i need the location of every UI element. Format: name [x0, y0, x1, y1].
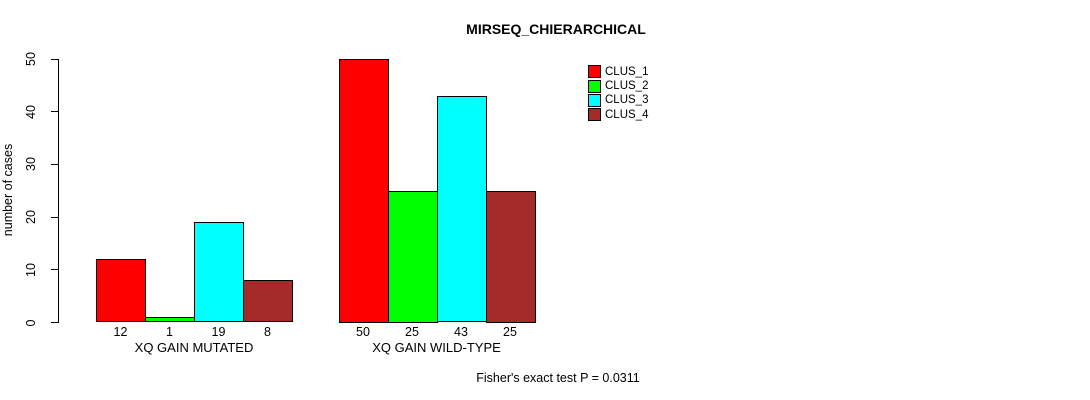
y-tick-30	[51, 163, 58, 165]
y-tick-label-50: 50	[24, 52, 38, 66]
bar-value-clus-4-xq-gain-mutated: 8	[264, 324, 271, 339]
bar-clus-4-xq-gain-mutated	[243, 280, 293, 323]
legend-swatch-clus-2	[588, 79, 601, 93]
bar-value-clus-2-xq-gain-wild-type: 25	[405, 324, 419, 339]
legend-swatch-clus-1	[588, 65, 601, 79]
bar-clus-3-xq-gain-mutated	[194, 222, 244, 323]
bar-clus-3-xq-gain-wild-type	[436, 95, 487, 323]
y-tick-10	[51, 269, 58, 271]
chart-title: MIRSEQ_CHIERARCHICAL	[466, 21, 646, 37]
bar-clus-1-xq-gain-mutated	[96, 259, 146, 323]
annotation-text: Fisher's exact test P = 0.0311	[476, 371, 640, 385]
bar-value-clus-4-xq-gain-wild-type: 25	[503, 324, 517, 339]
bar-value-clus-3-xq-gain-mutated: 19	[211, 324, 226, 339]
legend-swatch-clus-3	[588, 93, 601, 107]
y-tick-label-30: 30	[24, 157, 38, 172]
y-tick-label-0: 0	[24, 319, 38, 326]
bar-clus-4-xq-gain-wild-type	[485, 190, 536, 323]
legend-label-clus-2: CLUS_2	[605, 80, 649, 93]
y-tick-20	[51, 216, 58, 218]
bar-value-clus-1-xq-gain-mutated: 12	[113, 324, 128, 339]
bar-value-clus-2-xq-gain-mutated: 1	[166, 324, 173, 339]
bar-clus-1-xq-gain-wild-type	[338, 59, 389, 323]
y-tick-40	[51, 111, 58, 113]
bar-clus-2-xq-gain-mutated	[145, 317, 195, 323]
y-tick-label-10: 10	[24, 262, 38, 277]
legend-label-clus-4: CLUS_4	[605, 108, 649, 121]
category-label-xq-gain-mutated: XQ GAIN MUTATED	[134, 339, 254, 355]
legend-label-clus-1: CLUS_1	[605, 65, 649, 78]
bar-value-clus-1-xq-gain-wild-type: 50	[356, 324, 370, 339]
y-tick-50	[51, 58, 58, 60]
category-label-xq-gain-wild-type: XQ GAIN WILD-TYPE	[372, 339, 501, 355]
legend-label-clus-3: CLUS_3	[605, 94, 649, 107]
y-tick-label-40: 40	[24, 104, 38, 119]
bar-clus-2-xq-gain-wild-type	[387, 190, 438, 323]
y-axis-line	[58, 58, 59, 323]
bar-value-clus-3-xq-gain-wild-type: 43	[454, 324, 468, 339]
y-tick-0	[51, 322, 58, 323]
y-axis-label: number of cases	[1, 143, 15, 237]
legend-swatch-clus-4	[588, 108, 601, 122]
y-tick-label-20: 20	[24, 210, 38, 225]
